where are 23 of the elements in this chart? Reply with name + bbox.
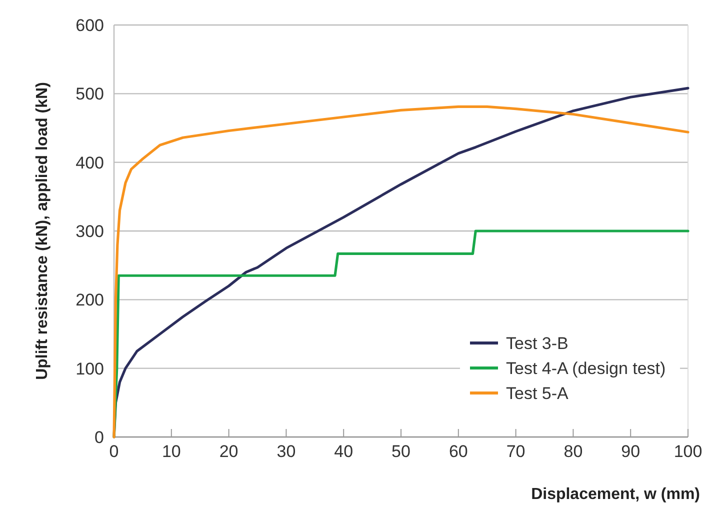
x-tick-label: 60 <box>448 442 468 461</box>
x-tick-label: 20 <box>219 442 238 461</box>
x-tick-label: 100 <box>674 442 702 461</box>
x-tick-label: 30 <box>276 442 296 461</box>
x-tick-label: 50 <box>392 442 410 461</box>
y-tick-label: 300 <box>76 222 104 241</box>
x-tick-label: 0 <box>109 442 119 461</box>
x-tick-label: 70 <box>506 442 526 461</box>
x-tick-label: 90 <box>621 442 640 461</box>
x-axis-title: Displacement, w (mm) <box>531 486 700 503</box>
y-tick-label: 200 <box>76 290 104 310</box>
x-tick-label: 40 <box>334 442 354 461</box>
y-axis-title: Uplift resistance (kN), applied load (kN) <box>34 82 51 380</box>
y-tick-label: 0 <box>94 428 104 447</box>
legend-label: Test 3-B <box>506 334 568 353</box>
y-tick-label: 100 <box>76 359 104 378</box>
x-tick-label: 80 <box>564 442 583 461</box>
y-tick-label: 600 <box>76 16 104 35</box>
legend-label: Test 4-A (design test) <box>506 359 666 378</box>
y-tick-label: 400 <box>76 153 104 172</box>
legend-label: Test 5-A <box>506 384 570 403</box>
x-tick-label: 10 <box>162 442 181 461</box>
y-tick-label: 500 <box>76 84 104 104</box>
